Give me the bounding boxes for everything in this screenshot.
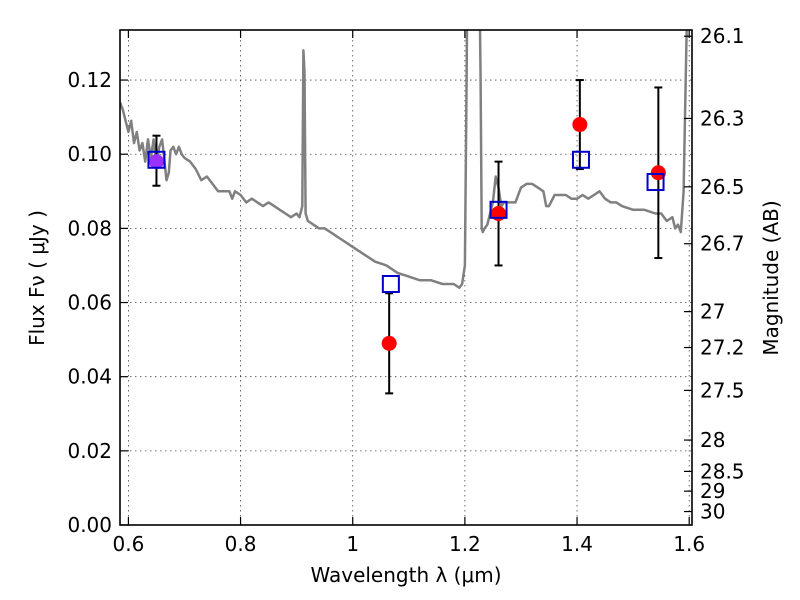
y-axis-label: Flux Fν ( μJy ) xyxy=(25,210,49,346)
y-tick-label: 0.06 xyxy=(67,291,112,315)
plot-frame xyxy=(119,29,693,526)
mag-tick-label: 26.5 xyxy=(700,175,745,199)
y-tick-label: 0.12 xyxy=(67,68,112,92)
y-tick-label: 0.04 xyxy=(67,365,112,389)
x-tick-label: 0.6 xyxy=(113,532,145,556)
mag-tick-label: 30 xyxy=(700,500,725,524)
model-flux-square xyxy=(571,150,590,169)
x-tick-label: 1.4 xyxy=(561,532,593,556)
mag-tick-label: 28 xyxy=(700,428,725,452)
mag-tick-label: 29 xyxy=(700,479,725,503)
model-flux-square xyxy=(147,150,166,169)
x-axis-label: Wavelength λ (μm) xyxy=(310,563,501,587)
observed-flux-point xyxy=(572,117,588,133)
observed-flux-point xyxy=(650,165,666,181)
mag-tick-label: 27 xyxy=(700,300,725,324)
mag-tick-label: 26.1 xyxy=(700,24,745,48)
plot-content xyxy=(120,30,688,395)
observed-flux-point xyxy=(381,335,397,351)
mag-tick-label: 27.5 xyxy=(700,378,745,402)
right-axis-label: Magnitude (AB) xyxy=(759,200,783,355)
observed-flux-point xyxy=(148,154,164,170)
x-tick-label: 1 xyxy=(346,532,359,556)
y-tick-label: 0.08 xyxy=(67,216,112,240)
tick-labels: 0.6 0.8 1 1.2 1.4 1.6 0.00 0.02 0.04 0.06 0.08 0.10… xyxy=(67,24,744,556)
x-tick-label: 0.8 xyxy=(225,532,257,556)
x-tick-label: 1.2 xyxy=(449,532,481,556)
mag-tick-label: 26.3 xyxy=(700,106,745,130)
y-tick-label: 0.10 xyxy=(67,142,112,166)
mag-tick-label: 28.5 xyxy=(700,459,745,483)
sed-model-line xyxy=(120,30,688,289)
y-tick-label: 0.02 xyxy=(67,439,112,463)
model-flux-square xyxy=(381,274,400,293)
mag-tick-label: 27.2 xyxy=(700,336,745,360)
y-tick-label: 0.00 xyxy=(67,513,112,537)
model-flux-square xyxy=(489,200,508,219)
mag-tick-label: 26.7 xyxy=(700,232,745,256)
x-tick-label: 1.6 xyxy=(673,532,705,556)
model-flux-square xyxy=(646,173,665,192)
plot-area xyxy=(120,30,692,525)
ticks xyxy=(120,30,692,526)
